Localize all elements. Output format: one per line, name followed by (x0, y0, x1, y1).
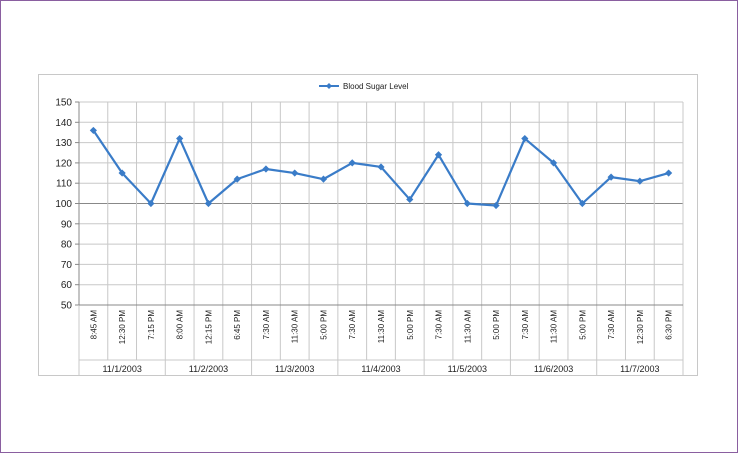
data-point-marker (319, 175, 328, 183)
y-tick-label: 100 (55, 199, 72, 210)
date-group-label: 11/4/2003 (361, 364, 400, 374)
data-point-marker (521, 134, 529, 143)
x-tick-label: 5:00 PM (492, 310, 501, 340)
x-tick-label: 11:30 AM (550, 310, 559, 344)
x-tick-label: 7:30 AM (521, 310, 530, 340)
date-group-label: 11/2/2003 (189, 364, 228, 374)
legend-label: Blood Sugar Level (343, 82, 409, 91)
data-point-marker (118, 169, 126, 177)
x-tick-label: 7:30 AM (262, 310, 271, 340)
data-point-marker (665, 169, 673, 177)
data-point-marker (492, 201, 500, 210)
x-tick-label: 5:00 PM (406, 310, 415, 340)
y-tick-label: 60 (61, 280, 73, 291)
x-tick-label: 11:30 AM (291, 310, 300, 344)
y-tick-label: 50 (61, 301, 73, 312)
y-tick-label: 150 (55, 98, 72, 109)
date-group-label: 11/1/2003 (102, 364, 141, 374)
data-point-marker (348, 159, 356, 167)
data-point-marker (262, 165, 270, 173)
x-tick-label: 12:15 PM (204, 310, 213, 345)
x-tick-label: 7:30 AM (435, 310, 444, 340)
x-tick-label: 6:30 PM (665, 310, 674, 340)
chart-area: 50 60 70 80 90 100 110 120 130 140 150 11/1/2003 11/… (38, 74, 698, 376)
y-tick-label: 120 (55, 158, 72, 169)
data-point-marker (176, 134, 184, 143)
y-tick-label: 80 (61, 240, 73, 251)
x-tick-label: 7:30 AM (607, 310, 616, 340)
x-tick-label: 11:30 AM (377, 310, 386, 344)
x-tick-label: 7:30 AM (348, 310, 357, 340)
data-point-marker (377, 163, 385, 171)
x-tick-label: 5:00 PM (319, 310, 328, 340)
x-tick-label: 7:15 PM (147, 310, 156, 340)
data-point-marker (434, 151, 443, 159)
legend-marker (326, 83, 332, 89)
y-tick-label: 130 (55, 138, 72, 149)
line-chart: 50 60 70 80 90 100 110 120 130 140 150 11/1/2003 11/… (55, 82, 684, 375)
x-tick-label: 8:45 AM (89, 310, 98, 340)
data-point-marker (578, 199, 586, 208)
data-point-marker (463, 199, 471, 208)
date-group-label: 11/6/2003 (534, 364, 573, 374)
y-tick-label: 70 (61, 260, 73, 271)
x-tick-label: 12:30 PM (636, 310, 645, 345)
data-point-marker (549, 159, 558, 167)
data-point-marker (147, 199, 155, 208)
date-group-label: 11/5/2003 (448, 364, 487, 374)
x-tick-label: 12:30 PM (118, 310, 127, 345)
date-group-label: 11/7/2003 (620, 364, 659, 374)
data-point-marker (291, 169, 299, 177)
x-tick-label: 11:30 AM (463, 310, 472, 344)
x-tick-label: 8:00 AM (176, 310, 185, 340)
y-tick-label: 90 (61, 219, 73, 230)
y-tick-label: 140 (55, 118, 72, 129)
data-point-marker (204, 199, 213, 208)
data-point-marker (406, 195, 414, 204)
date-group-label: 11/3/2003 (275, 364, 314, 374)
x-tick-label: 5:00 PM (578, 310, 587, 340)
y-tick-label: 110 (56, 179, 72, 190)
x-tick-label: 6:45 PM (233, 310, 242, 340)
